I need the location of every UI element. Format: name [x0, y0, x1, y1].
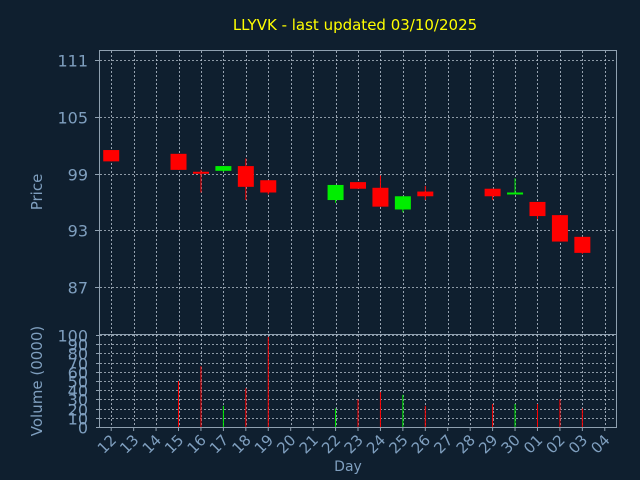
- volume-tick-label: 30: [68, 391, 88, 410]
- volume-tick-label: 40: [68, 382, 88, 401]
- candle-body-30: [507, 192, 524, 195]
- price-tick-label: 93: [68, 222, 88, 241]
- price-tick-label: 99: [68, 166, 88, 185]
- volume-tick-label: 70: [68, 355, 88, 374]
- price-panel: 87 93 99 105 111 Price: [28, 50, 617, 335]
- candle-body-29: [484, 188, 501, 197]
- price-candles: [103, 150, 591, 254]
- volume-tick-label: 80: [68, 345, 88, 364]
- candle-body-24: [372, 187, 389, 207]
- volume-tick-label: 0: [78, 419, 88, 438]
- candle-body-01: [529, 201, 546, 217]
- candle-body-12: [103, 150, 120, 162]
- volume-tick-label: 100: [57, 327, 88, 346]
- candle-body-03: [574, 236, 591, 253]
- volume-tick-label: 50: [68, 373, 88, 392]
- x-axis-label: Day: [334, 459, 362, 475]
- price-axis-label: Price: [28, 174, 46, 211]
- volume-tick-label: 10: [68, 410, 88, 429]
- candle-body-18: [237, 166, 254, 187]
- price-tick-label: 87: [68, 279, 88, 298]
- candle-body-02: [551, 215, 568, 242]
- candle-body-15: [170, 153, 187, 170]
- chart-title: LLYVK - last updated 03/10/2025: [233, 16, 477, 34]
- candle-body-19: [260, 180, 277, 193]
- candle-body-22: [327, 184, 344, 201]
- candle-body-16: [192, 171, 209, 174]
- price-panel-frame: [99, 50, 617, 335]
- candle-body-23: [350, 182, 366, 189]
- x-axis-ticks: 1213141516171819202122232425262728293001…: [94, 427, 614, 457]
- price-tick-label: 111: [57, 52, 88, 71]
- price-y-ticks: 87 93 99 105 111: [57, 52, 100, 298]
- volume-tick-label: 60: [68, 364, 88, 383]
- volume-bars: [178, 336, 583, 427]
- volume-tick-label: 90: [68, 336, 88, 355]
- volume-tick-label: 20: [68, 401, 88, 420]
- price-tick-label: 105: [57, 109, 88, 128]
- candle-body-26: [417, 191, 434, 197]
- price-grid: [100, 51, 616, 334]
- candle-body-17: [215, 166, 232, 171]
- candle-body-25: [394, 196, 411, 210]
- volume-axis-label: Volume (0000): [28, 326, 46, 436]
- x-tick-label-04: 04: [587, 431, 613, 457]
